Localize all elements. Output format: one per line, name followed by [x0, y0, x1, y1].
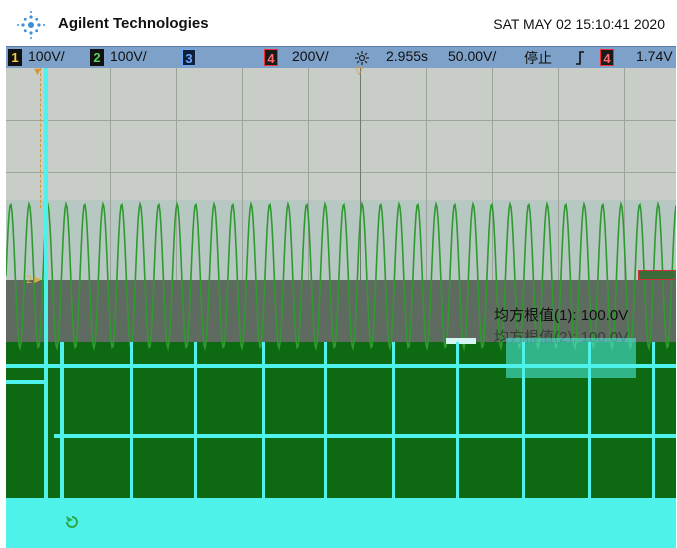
channel-3-badge[interactable]: 3	[182, 49, 196, 66]
channel-4-scale[interactable]: 200V/	[292, 48, 329, 64]
trigger-level-marker[interactable]	[638, 270, 676, 280]
graticule-area	[6, 68, 676, 200]
channel-2-badge[interactable]: 2	[90, 49, 104, 66]
back-arrow-icon[interactable]	[64, 514, 80, 530]
trigger-channel-badge[interactable]: 4	[600, 49, 614, 66]
channel-4-badge[interactable]: 4	[264, 49, 278, 66]
channel-2-waveform	[6, 200, 676, 352]
channel-1-ground-marker[interactable]: 2►	[26, 274, 44, 286]
date-time: SAT MAY 02 15:10:41 2020	[493, 16, 665, 32]
header: Agilent Technologies SAT MAY 02 15:10:41…	[0, 0, 677, 46]
channel-1-scale[interactable]: 100V/	[28, 48, 65, 64]
acquisition-icon	[355, 51, 369, 65]
trigger-level[interactable]: 1.74V	[636, 48, 673, 64]
measurement-rms-1: 均方根值(1): 100.0V	[494, 307, 629, 324]
brand-name: Agilent Technologies	[58, 15, 209, 32]
time-delay[interactable]: 2.955s	[386, 48, 429, 64]
channel-1-badge[interactable]: 1	[8, 49, 22, 66]
waveform-display[interactable]: ▼ ▽ 2► 均方根值(1): 100.0V 均方根值(2): 100.0V	[6, 65, 676, 498]
delay-marker[interactable]: ▽	[355, 65, 364, 77]
measurement-band	[6, 280, 676, 342]
trigger-position-marker[interactable]: ▼	[32, 66, 43, 78]
softkey-bar	[6, 498, 676, 548]
run-state[interactable]: 停止	[524, 50, 552, 66]
channel-2-scale[interactable]: 100V/	[110, 48, 147, 64]
center-graticule-line	[360, 68, 361, 280]
agilent-spark-logo-icon	[17, 11, 45, 39]
status-bar: 1 100V/ 2 100V/ 3 4 200V/ 2.955s 50.00V/…	[6, 46, 676, 70]
trigger-edge-icon	[576, 51, 584, 65]
time-scale[interactable]: 50.00V/	[448, 48, 497, 64]
cursor-line[interactable]	[40, 68, 41, 208]
